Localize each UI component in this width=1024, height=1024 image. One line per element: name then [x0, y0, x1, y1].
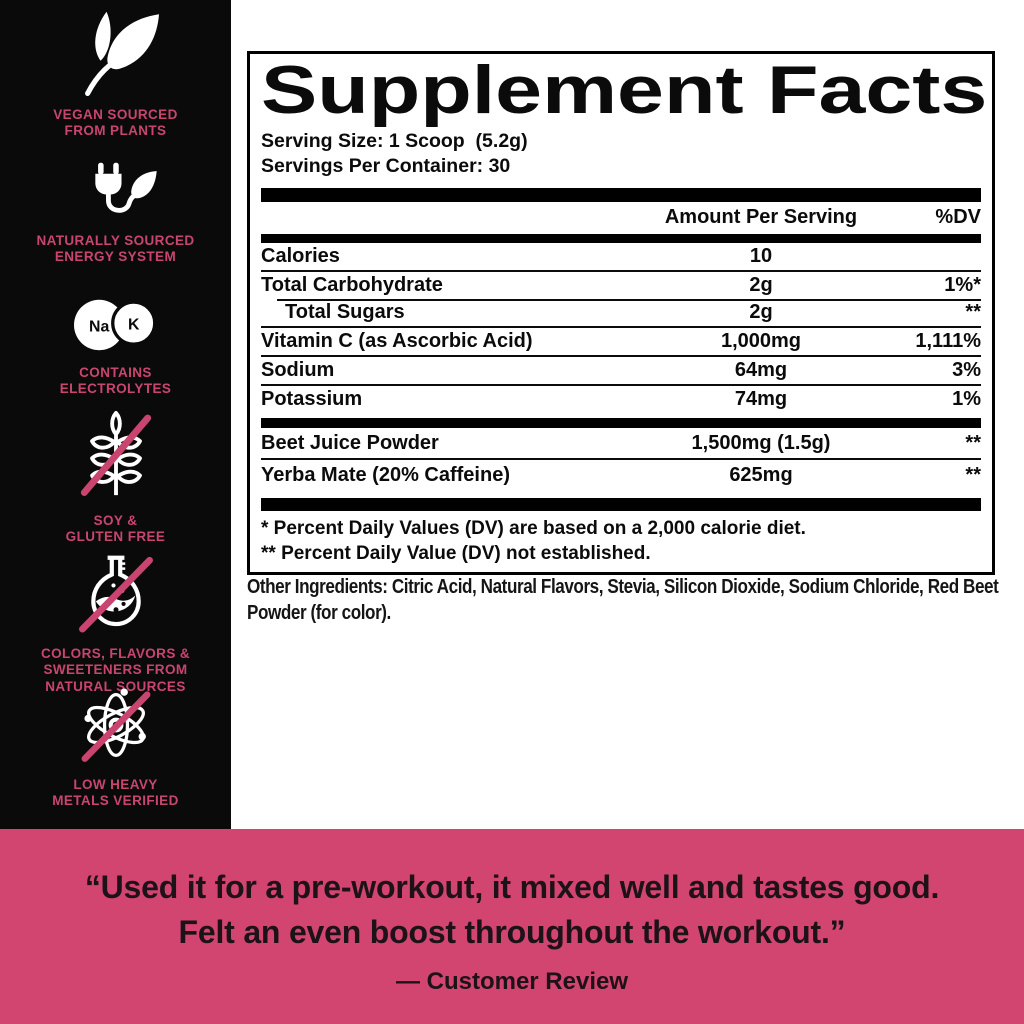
badge-soy-gluten-free: SOY & GLUTEN FREE	[0, 406, 231, 546]
facts-row-vitamin-c: Vitamin C (as Ascorbic Acid) 1,000mg 1,1…	[261, 326, 981, 355]
facts-title: Supplement Facts	[261, 52, 988, 128]
footnote-dv-basis: * Percent Daily Values (DV) are based on…	[261, 518, 806, 540]
badge-label: LOW HEAVY METALS VERIFIED	[52, 777, 179, 809]
row-amount: 625mg	[729, 464, 793, 487]
badge-contains-electrolytes: Na K CONTAINS ELECTROLYTES	[0, 296, 231, 398]
badge-label: SOY & GLUTEN FREE	[65, 513, 166, 545]
row-dv: 3%	[952, 359, 981, 382]
footnote-dv-not-established: ** Percent Daily Value (DV) not establis…	[261, 542, 651, 564]
row-amount: 1,000mg	[720, 330, 802, 353]
facts-row-yerba-mate: Yerba Mate (20% Caffeine) 625mg **	[261, 458, 981, 490]
row-name: Beet Juice Powder	[261, 432, 439, 455]
badge-label: CONTAINS ELECTROLYTES	[59, 365, 172, 397]
row-dv: **	[965, 464, 981, 487]
facts-row-total-sugars: Total Sugars 2g **	[261, 299, 981, 326]
serving-info: Serving Size: 1 Scoop (5.2g) Servings Pe…	[261, 129, 981, 180]
other-ingredients-text: Citric Acid, Natural Flavors, Stevia, Si…	[247, 576, 1003, 624]
plug-leaf-icon	[94, 162, 157, 213]
serving-size: Serving Size: 1 Scoop (5.2g)	[261, 129, 528, 152]
badge-label: VEGAN SOURCED FROM PLANTS	[53, 107, 178, 139]
divider-bar	[261, 418, 981, 429]
row-name: Vitamin C (as Ascorbic Acid)	[261, 330, 533, 353]
svg-text:Na: Na	[89, 319, 109, 336]
badge-natural-sources: COLORS, FLAVORS & SWEETENERS FROM NATURA…	[0, 551, 231, 695]
facts-footnotes: * Percent Daily Values (DV) are based on…	[261, 517, 981, 566]
badge-vegan-sourced: VEGAN SOURCED FROM PLANTS	[0, 10, 231, 140]
facts-row-total-carbohydrate: Total Carbohydrate 2g 1%*	[261, 270, 981, 299]
row-name: Yerba Mate (20% Caffeine)	[261, 464, 510, 487]
atom-crossed-icon	[81, 688, 150, 762]
facts-row-beet-juice-powder: Beet Juice Powder 1,500mg (1.5g) **	[261, 428, 981, 458]
row-name: Calories	[261, 245, 340, 268]
row-amount: 1,500mg (1.5g)	[691, 432, 831, 455]
divider-bar	[261, 498, 981, 512]
header-amount-per-serving: Amount Per Serving	[664, 206, 858, 229]
sodium-potassium-icon: Na K	[73, 299, 156, 351]
svg-text:K: K	[127, 317, 139, 334]
row-dv: 1%	[952, 388, 981, 411]
badge-natural-energy: NATURALLY SOURCED ENERGY SYSTEM	[0, 160, 231, 266]
row-dv: 1%*	[944, 274, 981, 297]
row-name: Potassium	[261, 388, 363, 411]
facts-row-potassium: Potassium 74mg 1%	[261, 384, 981, 413]
review-attribution: — Customer Review	[395, 967, 629, 995]
row-amount: 74mg	[734, 388, 788, 411]
header-dv: %DV	[935, 206, 981, 229]
review-banner: “Used it for a pre-workout, it mixed wel…	[0, 829, 1024, 1024]
wheat-crossed-icon	[80, 410, 151, 496]
benefits-sidebar: VEGAN SOURCED FROM PLANTS NATURALLY SOUR…	[0, 0, 231, 829]
row-name: Total Sugars	[285, 301, 405, 324]
facts-row-sodium: Sodium 64mg 3%	[261, 355, 981, 384]
badge-label: COLORS, FLAVORS & SWEETENERS FROM NATURA…	[40, 646, 191, 694]
leaf-icon	[84, 11, 159, 96]
row-amount: 2g	[749, 301, 773, 324]
botanicals-group: Beet Juice Powder 1,500mg (1.5g) ** Yerb…	[261, 428, 981, 490]
row-amount: 10	[749, 245, 773, 268]
row-dv: **	[965, 432, 981, 455]
flask-crossed-icon	[78, 555, 153, 633]
review-quote: “Used it for a pre-workout, it mixed wel…	[84, 869, 940, 950]
nutrients-group: Calories 10 Total Carbohydrate 2g 1%* To…	[261, 243, 981, 413]
divider-bar	[261, 234, 981, 244]
row-dv: **	[965, 301, 981, 324]
header-spacer	[261, 206, 636, 229]
divider-bar	[261, 188, 981, 203]
badge-low-heavy-metals: LOW HEAVY METALS VERIFIED	[0, 684, 231, 810]
other-ingredients-label: Other Ingredients:	[247, 576, 388, 598]
row-dv: 1,111%	[915, 330, 981, 353]
badge-label: NATURALLY SOURCED ENERGY SYSTEM	[36, 233, 195, 265]
servings-per-container: Servings Per Container: 30	[261, 155, 511, 178]
supplement-facts-panel: Supplement Facts Serving Size: 1 Scoop (…	[247, 51, 995, 576]
facts-row-calories: Calories 10	[261, 243, 981, 270]
row-amount: 64mg	[734, 359, 788, 382]
row-name: Total Carbohydrate	[261, 274, 443, 297]
facts-header-row: Amount Per Serving %DV	[261, 202, 981, 234]
other-ingredients: Other Ingredients: Citric Acid, Natural …	[247, 574, 1012, 626]
row-amount: 2g	[749, 274, 773, 297]
row-dv	[886, 243, 981, 270]
row-name: Sodium	[261, 359, 335, 382]
